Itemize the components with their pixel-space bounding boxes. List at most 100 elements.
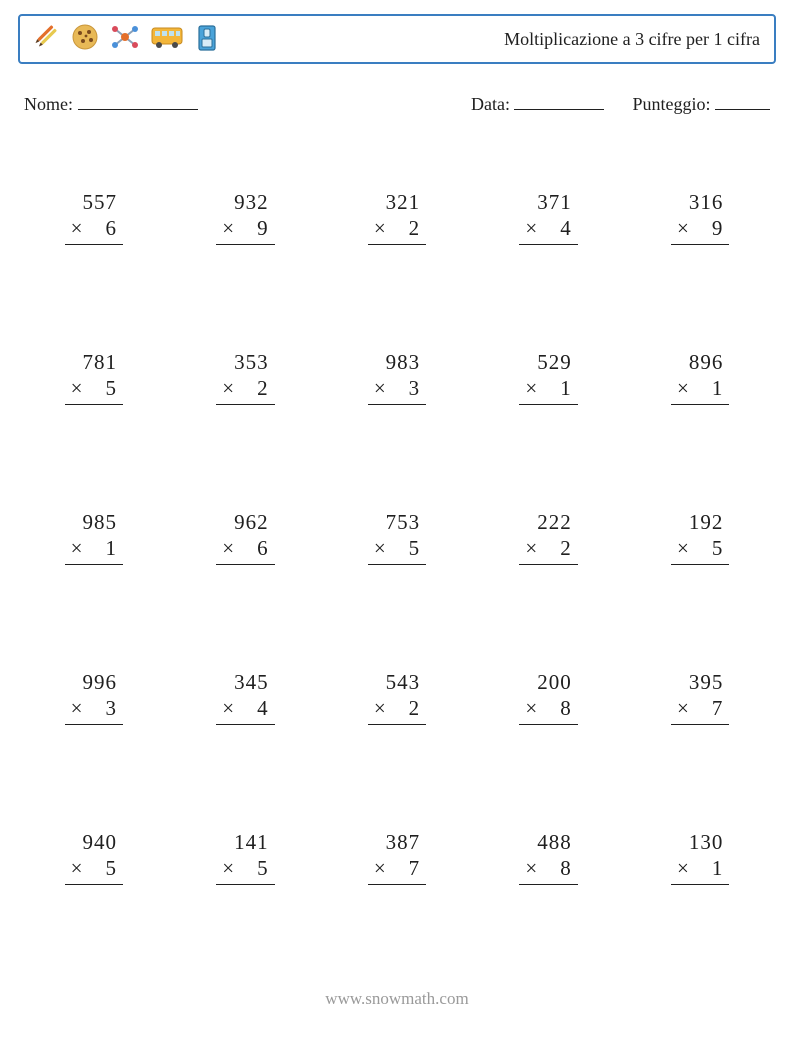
cookie-icon [68,20,102,59]
multiplication-problem: 985×1 [65,509,123,565]
right-fields-group: Data: Punteggio: [471,90,770,115]
multiplication-problem: 192×5 [671,509,729,565]
multiplier-row: ×9 [671,215,729,244]
school-bus-icon [148,20,186,59]
operator-symbol: × [525,375,538,401]
multiplier-row: ×5 [65,855,123,884]
multiplicand: 192 [671,509,729,535]
multiplication-problem: 557×6 [65,189,123,245]
multiplicand: 130 [671,829,729,855]
multiplier: 9 [257,215,269,241]
problem-cell: 321×2 [321,137,473,297]
multiplier: 5 [409,535,421,561]
score-label: Punteggio: [632,94,710,114]
multiplicand: 488 [519,829,577,855]
multiplication-problem: 395×7 [671,669,729,725]
problem-cell: 753×5 [321,457,473,617]
problem-cell: 996×3 [18,617,170,777]
operator-symbol: × [677,375,690,401]
multiplier: 6 [105,215,117,241]
pencils-icon [28,20,62,59]
multiplier: 7 [409,855,421,881]
operator-symbol: × [374,855,387,881]
problem-cell: 962×6 [170,457,322,617]
multiplication-problem: 387× 7 [368,829,426,885]
multiplication-problem: 983×3 [368,349,426,405]
problem-cell: 192×5 [624,457,776,617]
multiplier: 3 [409,375,421,401]
multiplication-problem: 996×3 [65,669,123,725]
date-blank[interactable] [514,90,604,110]
multiplier-row: ×9 [216,215,274,244]
operator-symbol: × [374,695,387,721]
operator-symbol: × [222,695,235,721]
operator-symbol: × [222,375,235,401]
problem-cell: 387× 7 [321,777,473,937]
multiplier: 4 [257,695,269,721]
problem-cell: 395×7 [624,617,776,777]
multiplier: 9 [712,215,724,241]
operator-symbol: × [71,855,84,881]
multiplier-row: ×5 [671,535,729,564]
multiplier: 1 [712,375,724,401]
multiplier: 1 [560,375,572,401]
header-icon-row [28,20,222,59]
footer-watermark: www.snowmath.com [0,989,794,1009]
multiplier-row: ×6 [65,215,123,244]
problem-cell: 200×8 [473,617,625,777]
multiplier-row: ×2 [216,375,274,404]
operator-symbol: × [71,535,84,561]
operator-symbol: × [677,535,690,561]
multiplier: 6 [257,535,269,561]
multiplier-row: ×4 [216,695,274,724]
date-label: Data: [471,94,510,114]
multiplier-row: ×8 [519,855,577,884]
multiplier-row: ×1 [65,535,123,564]
multiplier: 1 [105,535,117,561]
operator-symbol: × [525,855,538,881]
multiplicand: 387 [368,829,426,855]
problem-cell: 353×2 [170,297,322,457]
problem-cell: 932×9 [170,137,322,297]
multiplication-problem: 371×4 [519,189,577,245]
problem-cell: 983×3 [321,297,473,457]
multiplicand: 932 [216,189,274,215]
problem-cell: 985×1 [18,457,170,617]
problem-cell: 222×2 [473,457,625,617]
multiplier-row: ×3 [65,695,123,724]
multiplication-problem: 141×5 [216,829,274,885]
multiplicand: 753 [368,509,426,535]
molecule-icon [108,20,142,59]
operator-symbol: × [374,375,387,401]
multiplier-row: ×7 [671,695,729,724]
multiplier-row: ×1 [671,375,729,404]
multiplicand: 985 [65,509,123,535]
operator-symbol: × [374,535,387,561]
operator-symbol: × [374,215,387,241]
operator-symbol: × [677,215,690,241]
problems-grid: 557×6932×9321×2371×4316×9781×5353×2983×3… [18,137,776,937]
operator-symbol: × [525,215,538,241]
multiplier: 5 [105,375,117,401]
multiplier-row: ×3 [368,375,426,404]
score-blank[interactable] [715,90,770,110]
multiplier-row: ×5 [368,535,426,564]
problem-cell: 940×5 [18,777,170,937]
info-fields-row: Nome: Data: Punteggio: [18,90,776,115]
multiplication-problem: 932×9 [216,189,274,245]
multiplier-row: ×1 [519,375,577,404]
operator-symbol: × [677,695,690,721]
multiplier: 5 [105,855,117,881]
multiplication-problem: 529×1 [519,349,577,405]
multiplication-problem: 781×5 [65,349,123,405]
multiplier: 8 [560,855,572,881]
operator-symbol: × [71,375,84,401]
multiplicand: 529 [519,349,577,375]
multiplier: 2 [560,535,572,561]
multiplication-problem: 200×8 [519,669,577,725]
multiplier: 3 [105,695,117,721]
name-blank[interactable] [78,90,198,110]
multiplication-problem: 753×5 [368,509,426,565]
multiplicand: 353 [216,349,274,375]
multiplication-problem: 222×2 [519,509,577,565]
